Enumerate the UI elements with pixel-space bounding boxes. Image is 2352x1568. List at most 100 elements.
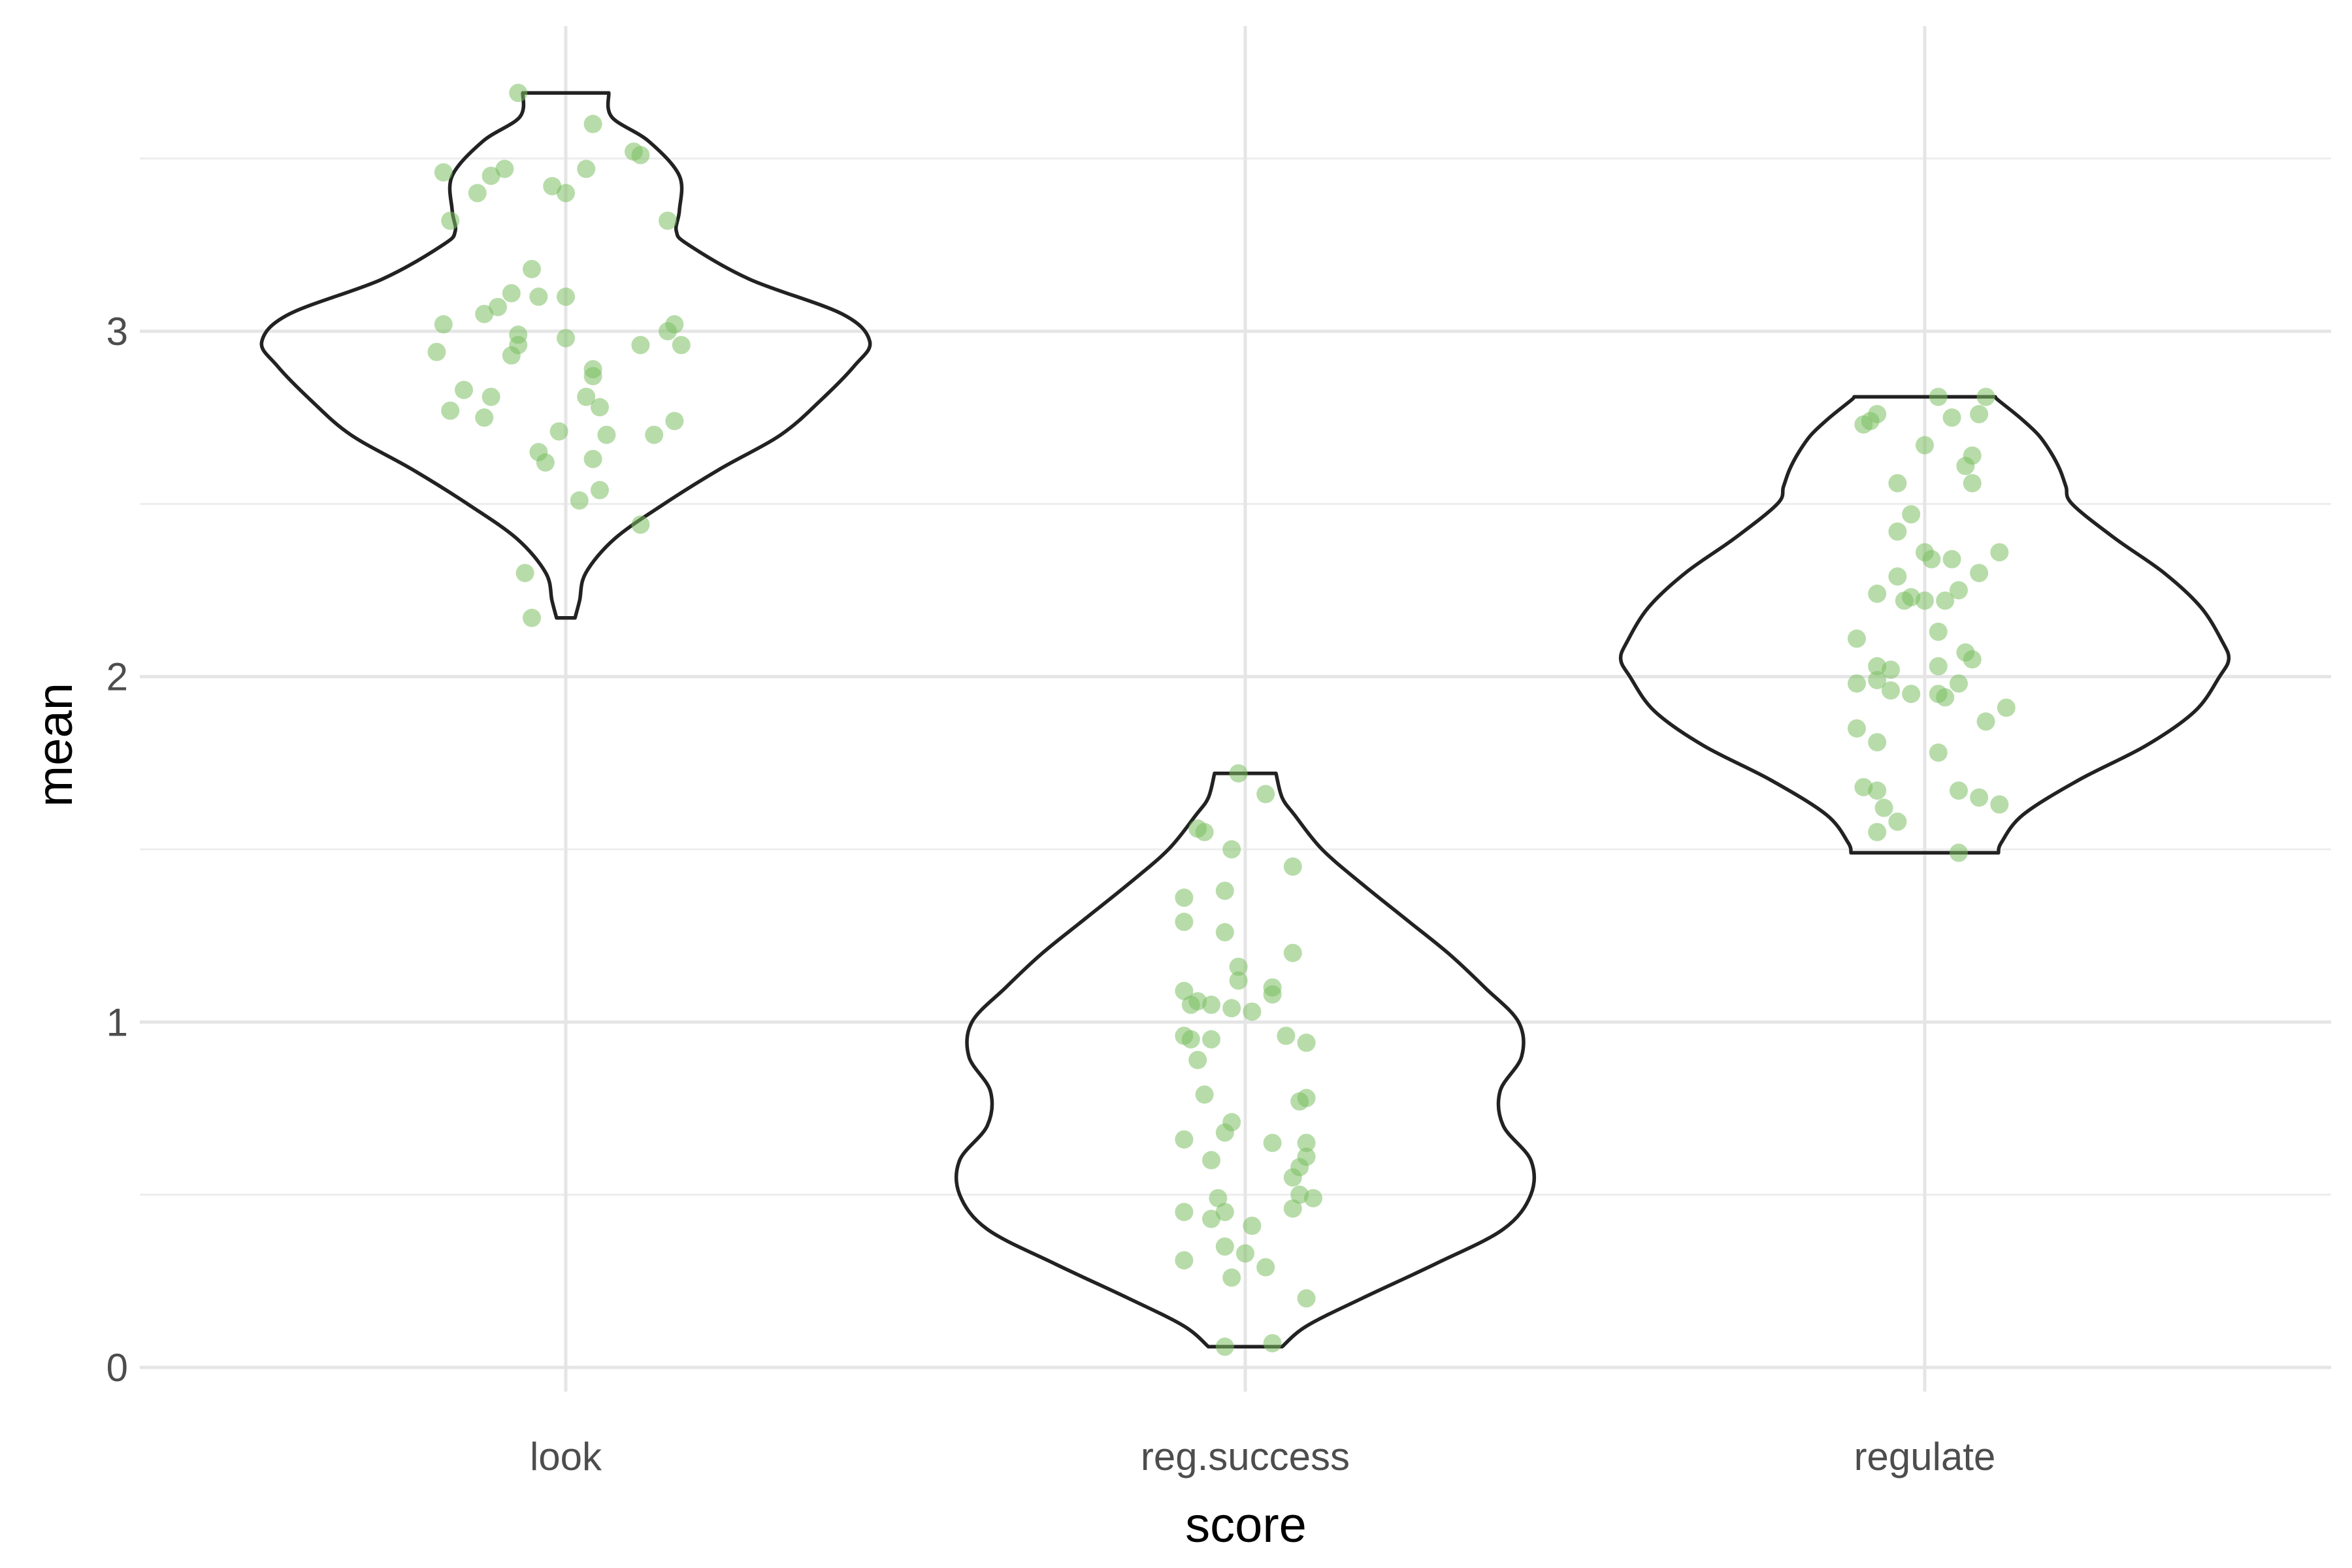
data-point bbox=[597, 425, 616, 444]
data-point bbox=[1868, 823, 1887, 841]
data-point bbox=[1963, 474, 1982, 493]
x-tick-label: reg.success bbox=[1141, 1435, 1350, 1478]
tick-labels: 0 1 2 3 look reg.success regulate bbox=[106, 310, 1996, 1478]
data-point bbox=[1950, 674, 1968, 693]
data-point bbox=[475, 304, 494, 323]
data-point bbox=[1175, 1130, 1194, 1149]
data-point bbox=[1195, 1085, 1214, 1104]
data-point bbox=[495, 159, 514, 178]
data-point bbox=[665, 412, 684, 431]
data-point bbox=[1902, 685, 1921, 704]
data-point bbox=[434, 163, 453, 182]
data-point bbox=[529, 287, 548, 306]
data-point bbox=[645, 425, 664, 444]
data-point bbox=[502, 284, 521, 302]
data-point bbox=[1868, 781, 1887, 800]
data-point bbox=[482, 167, 500, 186]
data-point bbox=[659, 211, 677, 230]
data-point bbox=[1297, 1034, 1316, 1053]
data-point bbox=[659, 322, 677, 340]
data-point bbox=[1222, 840, 1241, 858]
data-point bbox=[631, 146, 650, 165]
data-point bbox=[577, 387, 596, 406]
data-point bbox=[1236, 1244, 1254, 1263]
y-tick-label: 0 bbox=[106, 1346, 128, 1390]
data-point bbox=[1929, 657, 1948, 676]
violin-reg-success bbox=[954, 771, 1537, 1349]
data-point bbox=[1990, 543, 2009, 562]
data-point bbox=[1950, 781, 1968, 800]
y-axis-title: mean bbox=[27, 683, 83, 807]
data-point bbox=[557, 287, 575, 306]
data-point bbox=[1868, 404, 1887, 423]
jitter-points bbox=[427, 84, 2016, 1356]
data-point bbox=[577, 159, 596, 178]
data-point bbox=[1229, 957, 1248, 976]
data-point bbox=[1848, 629, 1866, 648]
data-point bbox=[1263, 1333, 1282, 1352]
data-point bbox=[557, 329, 575, 348]
data-point bbox=[1263, 985, 1282, 1004]
data-point bbox=[468, 184, 487, 203]
data-point bbox=[1297, 1147, 1316, 1166]
data-point bbox=[1202, 1030, 1220, 1049]
data-point bbox=[1263, 1134, 1282, 1152]
data-point bbox=[583, 367, 602, 385]
data-point bbox=[1970, 564, 1989, 583]
data-point bbox=[1256, 785, 1275, 804]
data-point bbox=[1195, 823, 1214, 841]
data-point bbox=[1942, 549, 1961, 568]
y-tick-label: 2 bbox=[106, 655, 128, 699]
data-point bbox=[502, 346, 521, 365]
data-point bbox=[1888, 522, 1907, 541]
data-point bbox=[1222, 999, 1241, 1018]
data-point bbox=[1215, 923, 1234, 941]
data-point bbox=[1942, 408, 1961, 427]
data-point bbox=[509, 84, 528, 103]
data-point bbox=[1243, 1217, 1262, 1235]
x-tick-label: look bbox=[530, 1435, 602, 1478]
data-point bbox=[1256, 1258, 1275, 1277]
data-point bbox=[1868, 584, 1887, 603]
y-tick-label: 1 bbox=[106, 1000, 128, 1044]
data-point bbox=[1916, 436, 1934, 455]
data-point bbox=[1888, 567, 1907, 586]
data-point bbox=[1175, 1026, 1194, 1045]
data-point bbox=[1929, 743, 1948, 762]
data-point bbox=[1997, 698, 2016, 717]
data-point bbox=[1215, 1203, 1234, 1222]
data-point bbox=[672, 336, 691, 355]
data-point bbox=[1297, 1088, 1316, 1107]
data-point bbox=[1963, 446, 1982, 465]
data-point bbox=[1916, 591, 1934, 610]
data-point bbox=[1202, 1151, 1220, 1169]
data-point bbox=[1209, 1188, 1228, 1207]
violins bbox=[259, 91, 2231, 1349]
data-point bbox=[591, 481, 609, 500]
data-point bbox=[1175, 981, 1194, 1000]
data-point bbox=[549, 422, 568, 441]
data-point bbox=[591, 398, 609, 417]
data-point bbox=[1277, 1026, 1296, 1045]
data-point bbox=[1283, 857, 1302, 876]
data-point bbox=[1215, 881, 1234, 900]
data-point bbox=[1229, 971, 1248, 990]
data-point bbox=[1222, 1268, 1241, 1287]
data-point bbox=[1882, 681, 1900, 700]
x-axis-title: score bbox=[1185, 1497, 1307, 1553]
data-point bbox=[1929, 622, 1948, 641]
data-point bbox=[1283, 1199, 1302, 1218]
data-point bbox=[1936, 591, 1955, 610]
grid-lines bbox=[140, 26, 2331, 1392]
data-point bbox=[1848, 674, 1866, 693]
data-point bbox=[482, 387, 500, 406]
data-point bbox=[1868, 670, 1887, 689]
data-point bbox=[434, 315, 453, 334]
data-point bbox=[441, 211, 460, 230]
y-tick-label: 3 bbox=[106, 310, 128, 353]
data-point bbox=[1868, 733, 1887, 752]
data-point bbox=[1304, 1188, 1322, 1207]
data-point bbox=[1202, 995, 1220, 1014]
data-point bbox=[1970, 788, 1989, 807]
data-point bbox=[1888, 812, 1907, 831]
